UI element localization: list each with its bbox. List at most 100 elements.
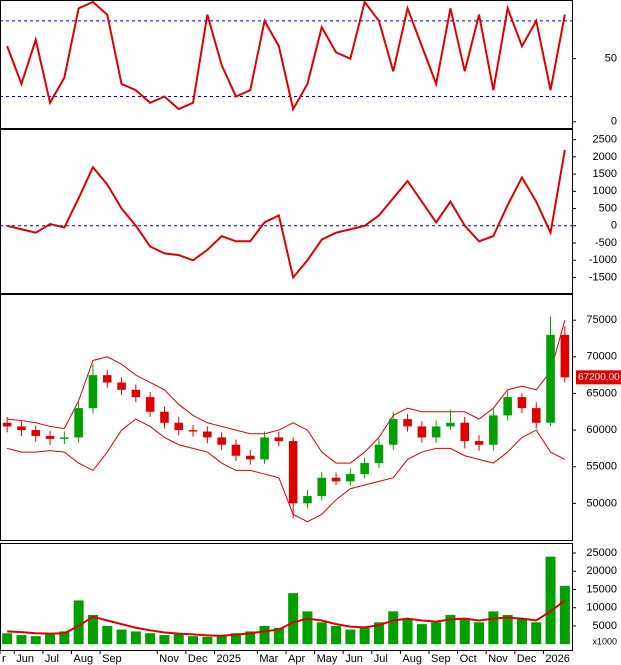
candle-body: [117, 382, 126, 390]
candle-body: [446, 422, 455, 427]
candle-body: [231, 444, 241, 456]
volume-bar: [488, 611, 499, 645]
line: [7, 599, 566, 637]
volume-bar: [316, 622, 327, 645]
candle-body: [102, 375, 112, 383]
volume-bar: [188, 636, 199, 645]
panel-frame: [0, 0, 573, 129]
candle-body: [460, 422, 470, 442]
volume-bar: [402, 618, 413, 645]
candle-body: [517, 397, 527, 409]
volume-bar: [102, 625, 113, 645]
candle-body: [131, 389, 141, 398]
volume-bar: [245, 631, 256, 645]
volume-bar: [388, 611, 399, 645]
volume-bar: [431, 622, 442, 645]
y-tick-label: 15000: [586, 583, 617, 595]
y-tick-label: -1000: [589, 254, 617, 266]
volume-bar: [445, 615, 456, 645]
volume-bar: [173, 633, 184, 645]
volume-bar: [373, 622, 384, 645]
line: [7, 418, 566, 523]
y-tick-label: 75000: [586, 314, 617, 326]
candle-body: [288, 441, 298, 504]
candle-body: [531, 408, 541, 423]
candle-body: [245, 455, 255, 460]
y-tick-label: 20000: [586, 565, 617, 577]
volume-bar: [116, 629, 127, 645]
panel-frame: [0, 129, 573, 294]
volume-bar: [59, 631, 70, 645]
line: [6, 0, 566, 112]
candle-body: [45, 435, 55, 439]
candle-body: [145, 397, 155, 412]
volume-bar: [345, 629, 356, 645]
x-tick-label: Oct: [460, 653, 477, 665]
candle-body: [317, 477, 327, 497]
y-tick-label: 10000: [586, 602, 617, 614]
x-tick-label: Sep: [102, 653, 122, 665]
x-tick-label: r: [2, 653, 6, 665]
candle-body: [560, 334, 570, 378]
candle-body: [217, 437, 226, 445]
y-tick-label: -1500: [589, 271, 617, 283]
volume-bar: [502, 615, 513, 645]
x-tick-label: Aug: [74, 653, 94, 665]
volume-bar: [130, 631, 141, 645]
volume-bar: [259, 625, 270, 645]
volume-bar: [230, 633, 241, 645]
candle-body: [60, 437, 69, 439]
x-tick-label: 2025: [217, 653, 241, 665]
volume-bar: [273, 627, 284, 645]
candle-body: [88, 375, 98, 409]
volume-bar: [559, 585, 570, 645]
candle-body: [174, 422, 184, 431]
candle-body: [374, 444, 384, 464]
y-tick-label: 0: [611, 116, 617, 128]
line: [6, 149, 566, 280]
y-tick-label: 25000: [586, 547, 617, 559]
y-tick-label: -500: [595, 237, 617, 249]
price-tag: [576, 370, 621, 385]
candle-body: [303, 496, 312, 504]
candle-body: [188, 430, 198, 432]
candle-body: [503, 397, 512, 416]
x-tick-label: Dec: [517, 653, 537, 665]
volume-bar: [73, 600, 84, 645]
volume-bar: [459, 618, 470, 645]
volume-bar: [216, 635, 227, 645]
volume-bar: [531, 622, 542, 645]
candle-body: [2, 422, 12, 427]
y-tick-label: 70000: [586, 351, 617, 363]
candle-body: [346, 474, 355, 482]
volume-bar: [359, 627, 370, 645]
x-tick-label: Apr: [288, 653, 305, 665]
candle-body: [360, 463, 369, 475]
volume-bar: [516, 618, 527, 645]
x-tick-label: May: [317, 653, 338, 665]
volume-bar: [288, 593, 299, 645]
x-tick-label: 2026: [545, 653, 569, 665]
x-tick-label: Mar: [259, 653, 278, 665]
volume-bar: [159, 635, 170, 645]
y-tick-label: 2000: [593, 151, 617, 163]
x-tick-label: Nov: [159, 653, 179, 665]
x-tick-label: Sep: [431, 653, 451, 665]
x-tick-label: Jul: [45, 653, 59, 665]
y-tick-label: 50000: [586, 497, 617, 509]
x-tick-label: Aug: [402, 653, 422, 665]
y-tick-label: 1000: [593, 185, 617, 197]
candle-body: [388, 419, 398, 445]
candle-body: [160, 411, 169, 423]
y-tick-label: 1500: [593, 168, 617, 180]
candle-body: [489, 415, 498, 445]
candle-body: [260, 437, 269, 460]
candle-body: [331, 477, 341, 482]
volume-bar: [30, 636, 41, 645]
y-tick-label: 50: [605, 53, 617, 65]
y-tick-label: 55000: [586, 461, 617, 473]
candle-body: [546, 334, 555, 423]
volume-bar: [202, 636, 213, 645]
panel-frame: [0, 294, 573, 541]
candle-body: [31, 430, 41, 436]
